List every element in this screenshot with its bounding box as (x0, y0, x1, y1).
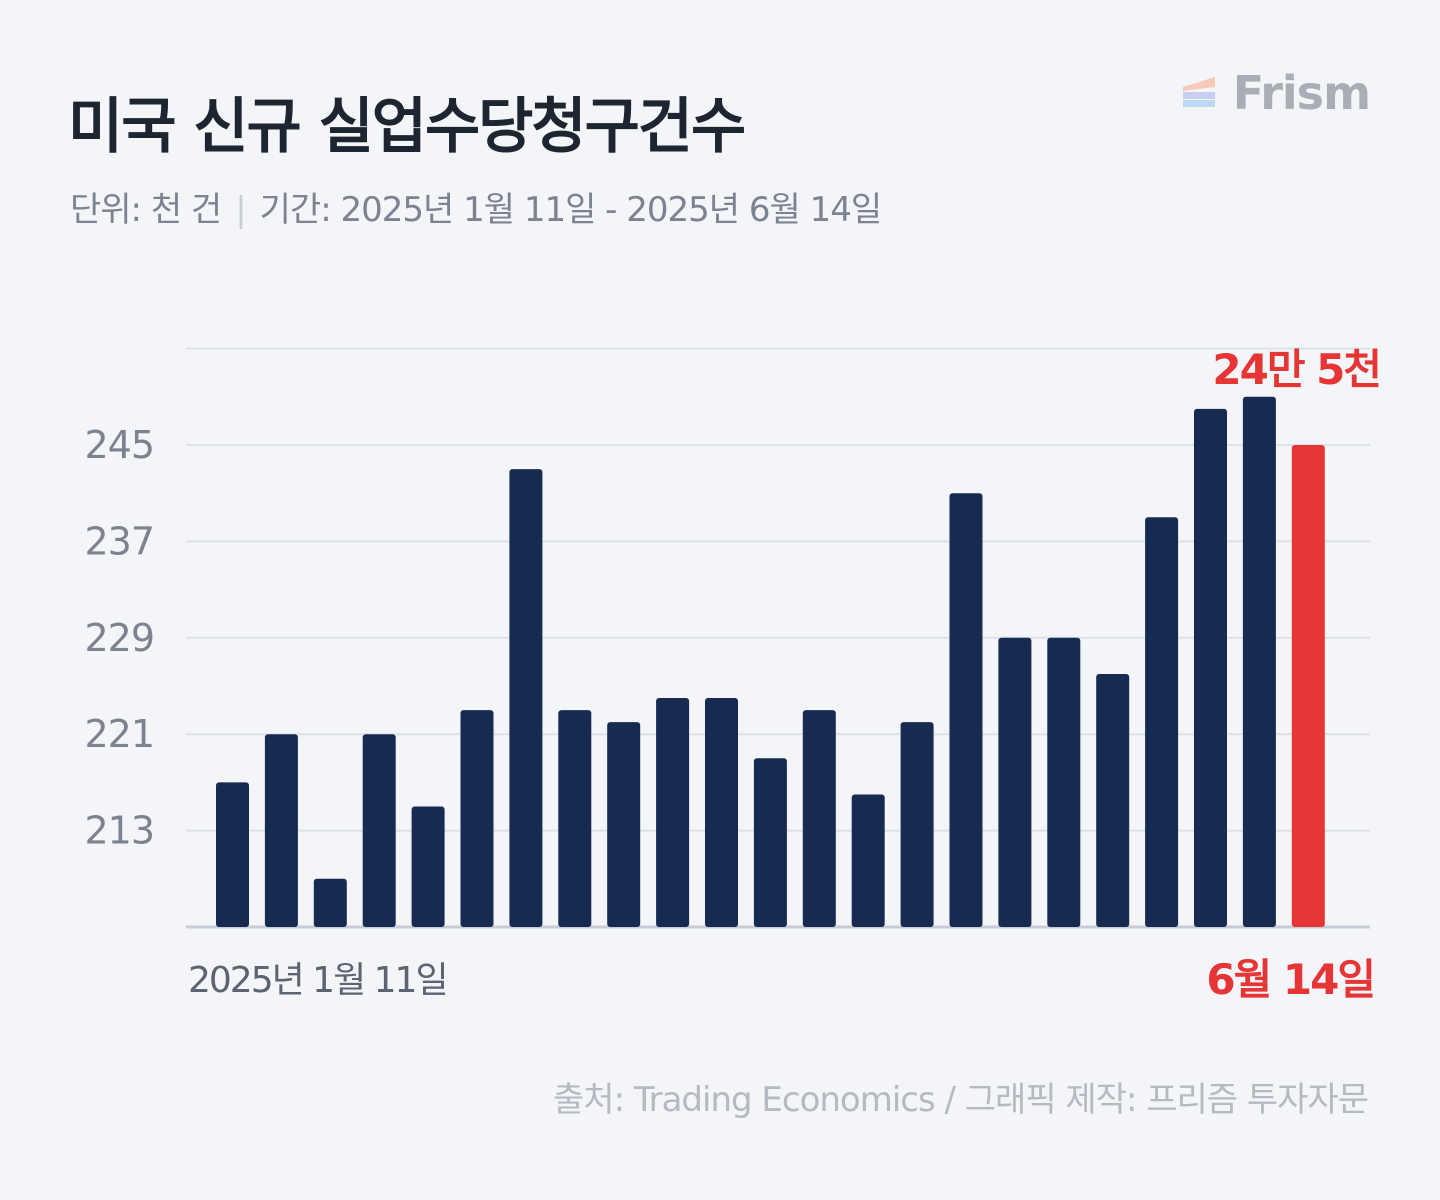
bars (216, 396, 1325, 928)
bar (1194, 408, 1227, 928)
bar (313, 878, 347, 927)
unit-label: 단위: 천 건 (70, 190, 222, 230)
bar (802, 710, 836, 927)
y-tick-label: 237 (84, 519, 154, 563)
y-tick-label: 221 (84, 712, 154, 756)
y-tick-label: 213 (84, 809, 154, 853)
bar (1242, 396, 1276, 927)
bar (705, 698, 738, 927)
brand-name: Frism (1232, 66, 1371, 120)
bar (900, 722, 934, 927)
bar (851, 794, 885, 927)
bar (1047, 637, 1081, 927)
bar (607, 722, 641, 927)
subtitle-separator: | (235, 190, 247, 230)
bar (656, 698, 690, 927)
bar (264, 734, 298, 927)
bar (1145, 517, 1179, 927)
bar (362, 734, 396, 927)
bar (1096, 673, 1130, 927)
x-label-last: 6월 14일 (1206, 955, 1374, 1004)
highlight-bar (1291, 445, 1325, 927)
bar (558, 710, 592, 927)
labels: 24만 5천 2025년 1월 11일 6월 14일 (188, 345, 1382, 1004)
y-axis-ticks: 213 221 229 237 245 (84, 423, 155, 853)
chart-title: 미국 신규 실업수당청구건수 (68, 92, 746, 162)
bar (998, 637, 1032, 927)
highlight-value-label: 24만 5천 (1212, 345, 1380, 394)
brand-logo: Frism (1179, 66, 1371, 120)
chart-subtitle: 단위: 천 건 | 기간: 2025년 1월 11일 - 2025년 6월 14일 (70, 182, 882, 231)
bar (460, 710, 494, 927)
bar (411, 806, 445, 927)
bar (216, 782, 249, 927)
y-tick-label: 229 (84, 616, 154, 660)
bar (949, 493, 983, 927)
source-footer: 출처: Trading Economics / 그래픽 제작: 프리즘 투자자문 (553, 1080, 1369, 1120)
x-label-first: 2025년 1월 11일 (188, 960, 447, 1001)
stacked-bars-logo-icon (1182, 77, 1215, 107)
y-tick-label: 245 (84, 423, 154, 467)
bar (509, 469, 543, 927)
bar (753, 758, 787, 927)
period-label: 기간: 2025년 1월 11일 - 2025년 6월 14일 (259, 190, 882, 230)
